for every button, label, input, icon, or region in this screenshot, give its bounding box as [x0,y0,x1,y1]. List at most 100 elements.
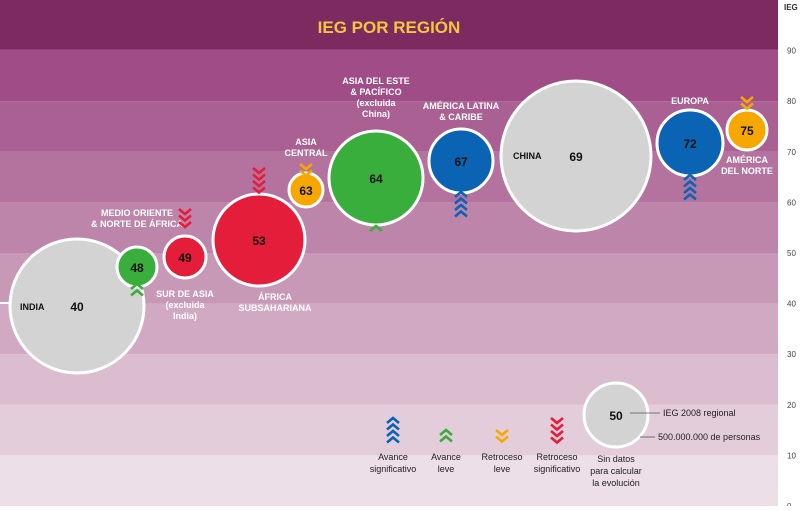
bubble-group: 48 MEDIO ORIENTE& NORTE DE ÁFRICA [91,208,184,297]
bubble-group: 72 EUROPA [655,96,725,201]
region-label: MEDIO ORIENTE [101,208,173,218]
trend-chevron [386,429,400,437]
trend-chevron [683,192,697,201]
y-tick-label: 50 [787,249,796,258]
trend-chevron [454,209,468,218]
trend-chevron [386,435,400,444]
legend-label: Retroceso [481,452,522,462]
trend-chevron [369,224,383,232]
region-label: China) [362,109,390,119]
trend-chevron [740,96,754,104]
y-tick-label: 70 [787,148,796,157]
legend-label: Avance [431,452,461,462]
y-tick-label: 30 [787,350,796,359]
bubble-value-label: 48 [130,261,144,275]
legend-label: Retroceso [536,452,577,462]
legend-label: significativo [370,464,417,474]
legend-size-note: 500.000.000 de personas [658,432,761,442]
trend-chevron [252,167,266,175]
region-label: India) [173,311,197,321]
region-label: DEL NORTE [721,166,773,176]
trend-chevron [454,203,468,211]
trend-chevron [495,429,509,437]
region-label: CENTRAL [285,148,328,158]
region-label: SUBSAHARIANA [238,303,312,313]
y-tick-label: 20 [787,401,796,410]
y-tick-label: 10 [787,451,796,460]
region-label: AMÉRICA [726,155,768,165]
trend-chevron [550,436,564,445]
trend-chevron [130,288,144,297]
region-bubble [162,234,208,280]
trend-chevron [252,180,266,188]
trend-chevron [299,163,313,171]
chart-title: IEG POR REGIÓN [318,18,461,37]
region-label: ASIA [295,137,317,147]
y-tick-label: 0 [787,502,792,506]
legend-label: leve [438,464,455,474]
trend-chevron [683,179,697,188]
trend-chevron [439,428,453,436]
region-label: (excluida [165,300,205,310]
trend-chevron [178,214,192,223]
trend-chevron [439,434,453,443]
trend-chevron [740,102,754,111]
title-band [0,0,778,49]
trend-chevron [454,190,468,198]
y-tick-label: 80 [787,97,796,106]
trend-chevron [454,196,468,205]
region-label: SUR DE ASIA [156,289,214,299]
legend-label: significativo [534,464,581,474]
trend-chevron [495,435,509,444]
bubble-group: 67 AMÉRICA LATINA& CARIBE [423,101,500,218]
band [0,354,778,405]
trend-chevron [550,417,564,425]
trend-chevron [252,186,266,195]
y-tick-label: 40 [787,300,796,309]
region-label: CHINA [513,151,542,161]
legend-sample-value: 50 [609,409,623,423]
region-label: (excluida [356,98,396,108]
bubble-value-label: 72 [683,137,697,151]
legend-value-note: IEG 2008 regional [663,408,736,418]
bubble-group: 69 CHINA [499,79,653,233]
bubble-value-label: 49 [178,251,192,265]
region-label: ASIA DEL ESTE [342,76,410,86]
legend-label: Avance [378,452,408,462]
region-label: AMÉRICA LATINA [423,101,500,111]
legend-label: leve [494,464,511,474]
trend-chevron [178,221,192,229]
region-bubble [115,245,159,289]
band [0,50,778,102]
trend-chevron [683,186,697,194]
trend-chevron [550,430,564,438]
trend-chevron [178,208,192,216]
region-label: INDIA [20,302,45,312]
trend-chevron [252,173,266,182]
legend-sample-bubble [582,381,650,449]
bubble-value-label: 63 [299,184,313,198]
trend-chevron [683,173,697,181]
legend-no-data-note: la evolución [592,478,640,488]
band [0,455,778,506]
trend-chevron [130,282,144,290]
bubble-value-label: 40 [70,300,84,314]
legend-no-data-note: Sin datos [597,454,635,464]
region-label: & CARIBE [439,112,483,122]
trend-chevron [386,422,400,431]
bubble-value-label: 64 [369,172,383,186]
trend-chevron [386,416,400,424]
region-bubble [8,237,146,375]
bubble-value-label: 67 [454,155,468,169]
y-tick-label: 60 [787,198,796,207]
trend-chevron [550,423,564,432]
bubble-value-label: 53 [252,234,266,248]
bubble-value-label: 75 [740,124,754,138]
